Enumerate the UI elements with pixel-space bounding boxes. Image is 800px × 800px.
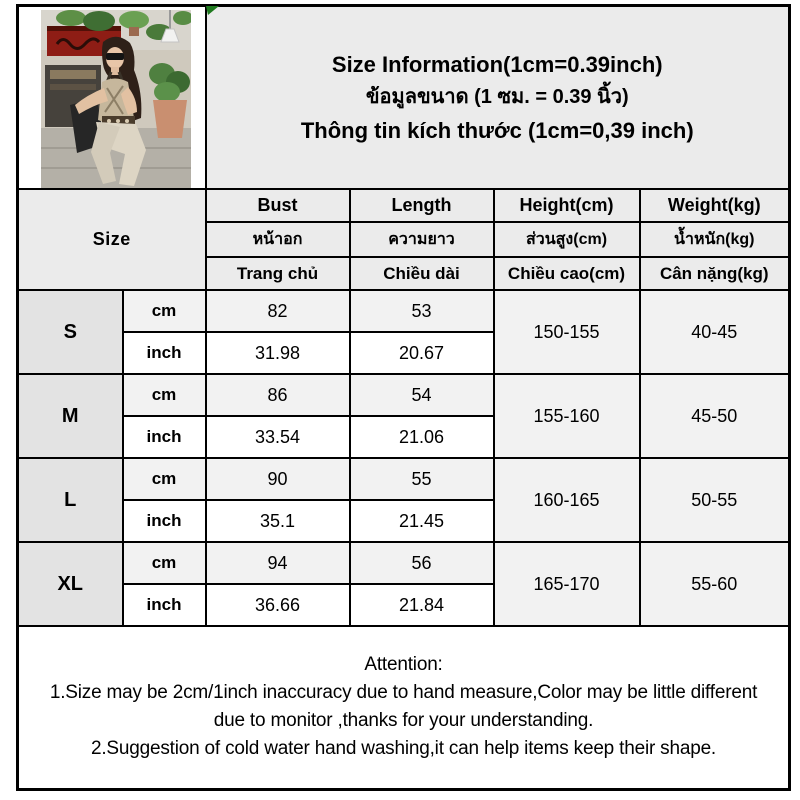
length-cm-value: 55 [348,457,495,501]
title-vi: Thông tin kích thước (1cm=0,39 inch) [300,118,694,143]
col-header-length-vi: Chiều dài [348,256,495,291]
table-row: inch 31.98 20.67 [18,331,790,375]
unit-cm-label: cm [121,373,207,417]
product-photo-cell [16,4,207,190]
bust-cm-value: 82 [204,289,351,333]
table-row: S cm 82 53 150-155 40-45 [16,289,791,375]
attention-note: Attention: 1.Size may be 2cm/1inch inacc… [16,625,791,790]
size-label-s: S [16,289,124,375]
title-block: Size Information(1cm=0.39inch) ข้อมูลขนา… [204,4,791,190]
attention-heading: Attention: [364,654,443,676]
length-cm-value: 53 [348,289,495,333]
weight-range-value: 40-45 [638,289,791,375]
table-row: Size Information(1cm=0.39inch) ข้อมูลขนา… [16,4,791,190]
unit-inch-label: inch [121,499,207,543]
length-cm-value: 56 [348,541,495,585]
height-range-value: 165-170 [492,541,641,627]
bust-cm-value: 86 [204,373,351,417]
table-row: Attention: 1.Size may be 2cm/1inch inacc… [16,625,791,790]
col-header-height-th: ส่วนสูง(cm) [492,221,641,258]
bust-inch-value: 31.98 [204,331,351,375]
col-header-height-vi: Chiều cao(cm) [492,256,641,291]
weight-range-value: 45-50 [638,373,791,459]
title-th: ข้อมูลขนาด (1 ซม. = 0.39 นิ้ว) [365,86,629,108]
unit-cm-label: cm [121,541,207,585]
table-row: inch 36.66 21.84 [18,583,790,627]
length-inch-value: 21.45 [348,499,495,543]
table-row: M cm 86 54 155-160 45-50 [16,373,791,459]
bust-inch-value: 33.54 [204,415,351,459]
cell-corner-marker-icon [206,6,219,15]
unit-cm-label: cm [121,457,207,501]
col-header-bust-th: หน้าอก [204,221,351,258]
height-range-value: 160-165 [492,457,641,543]
length-inch-value: 21.06 [348,415,495,459]
bust-inch-value: 36.66 [204,583,351,627]
size-table: Size Information(1cm=0.39inch) ข้อมูลขนา… [16,4,791,791]
table-row: inch 33.54 21.06 [18,415,790,459]
length-inch-value: 20.67 [348,331,495,375]
product-photo [41,10,191,188]
col-header-length-en: Length [348,188,495,223]
col-header-weight-vi: Cân nặng(kg) [638,256,791,291]
title-en: Size Information(1cm=0.39inch) [331,52,663,77]
unit-cm-label: cm [121,289,207,333]
table-row: XL cm 94 56 165-170 55-60 [16,541,791,627]
size-label-l: L [16,457,124,543]
attention-line: due to monitor ,thanks for your understa… [213,710,594,732]
table-row: Trang chủ Chiều dài Chiều cao(cm) Cân nặ… [18,256,791,291]
size-label-m: M [16,373,124,459]
size-label-xl: XL [16,541,124,627]
col-header-bust-en: Bust [204,188,351,223]
col-header-length-th: ความยาว [348,221,495,258]
attention-line: 1.Size may be 2cm/1inch inaccuracy due t… [49,682,758,704]
col-header-weight-en: Weight(kg) [638,188,791,223]
table-row: หน้าอก ความยาว ส่วนสูง(cm) น้ำหนัก(kg) [18,221,791,258]
bust-cm-value: 94 [204,541,351,585]
attention-line: 2.Suggestion of cold water hand washing,… [90,738,717,760]
table-row: Size Bust Length Height(cm) Weight(kg) [16,188,791,291]
bust-inch-value: 35.1 [204,499,351,543]
length-cm-value: 54 [348,373,495,417]
unit-inch-label: inch [121,583,207,627]
unit-inch-label: inch [121,415,207,459]
col-header-bust-vi: Trang chủ [204,256,351,291]
table-row: inch 35.1 21.45 [18,499,790,543]
bust-cm-value: 90 [204,457,351,501]
col-header-weight-th: น้ำหนัก(kg) [638,221,791,258]
length-inch-value: 21.84 [348,583,495,627]
height-range-value: 155-160 [492,373,641,459]
col-header-height-en: Height(cm) [492,188,641,223]
height-range-value: 150-155 [492,289,641,375]
weight-range-value: 50-55 [638,457,791,543]
size-header: Size [16,188,207,291]
weight-range-value: 55-60 [638,541,791,627]
table-row: L cm 90 55 160-165 50-55 [16,457,791,543]
unit-inch-label: inch [121,331,207,375]
